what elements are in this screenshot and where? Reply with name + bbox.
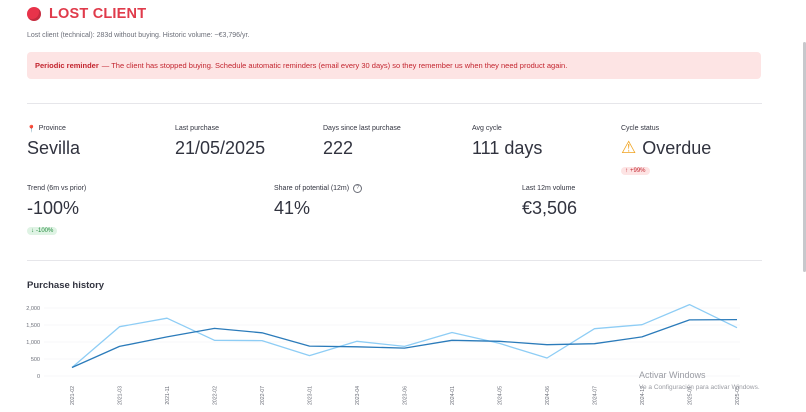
delta-badge: ↓ -100%: [27, 227, 58, 235]
metric-value: Overdue: [642, 138, 712, 158]
metric-cycle-status: Cycle status ⚠ Overdue ↑ +99%: [621, 124, 711, 177]
x-tick-label: 2025-05: [735, 386, 741, 405]
metric-label: Trend (6m vs prior): [27, 185, 87, 192]
x-tick-label: 2024-01: [450, 386, 456, 405]
pin-icon: 📍: [27, 125, 36, 133]
metric-volume: Last 12m volume €3,506: [522, 184, 577, 219]
chart-title: Purchase history: [27, 280, 105, 291]
x-tick-label: 2023-04: [355, 386, 361, 405]
series-line: [71, 318, 738, 369]
metric-label: Avg cycle: [472, 125, 502, 132]
metric-share: Share of potential (12m) ? 41%: [274, 184, 363, 219]
metric-province: 📍 Province Sevilla: [27, 124, 80, 159]
metric-value: 222: [323, 138, 354, 158]
y-tick-label: 500: [31, 357, 40, 363]
x-tick-label: 2025-01: [688, 386, 694, 405]
status-title: LOST CLIENT: [49, 6, 147, 22]
warning-icon: ⚠: [621, 138, 637, 157]
metric-value: Sevilla: [27, 138, 81, 158]
y-tick-label: 1,500: [26, 323, 40, 329]
metric-value: 21/05/2025: [175, 138, 266, 158]
y-tick-label: 0: [37, 374, 40, 380]
reminder-alert: Periodic reminder — The client has stopp…: [27, 52, 761, 79]
metric-label: Last purchase: [175, 125, 219, 132]
x-tick-label: 2021-03: [118, 386, 124, 405]
windows-watermark-text: Ve a Configuración para activar Windows.: [639, 384, 760, 391]
x-tick-label: 2021-02: [70, 386, 76, 405]
metric-trend: Trend (6m vs prior) -100% ↓ -100%: [27, 184, 86, 237]
series-line: [71, 303, 738, 368]
metric-label: Cycle status: [621, 125, 660, 132]
x-tick-label: 2022-07: [260, 386, 266, 405]
y-tick-label: 2,000: [26, 306, 40, 312]
status-header: LOST CLIENT: [27, 6, 146, 22]
metric-value: -100%: [27, 198, 80, 218]
alert-text: — The client has stopped buying. Schedul…: [101, 61, 568, 70]
x-tick-label: 2021-11: [165, 386, 171, 405]
x-tick-label: 2024-07: [593, 386, 599, 405]
x-tick-label: 2024-12: [640, 386, 646, 405]
status-subtitle: Lost client (technical): 283d without bu…: [27, 32, 250, 39]
x-tick-label: 2024-05: [498, 386, 504, 405]
metric-value: 111 days: [472, 138, 543, 158]
red-circle-icon: [27, 7, 41, 21]
scrollbar[interactable]: [803, 42, 806, 272]
x-tick-label: 2024-06: [545, 386, 551, 405]
metric-value: €3,506: [522, 198, 578, 218]
divider: [27, 103, 762, 104]
metric-label: Province: [38, 125, 66, 132]
metric-label: Share of potential (12m): [274, 185, 350, 192]
delta-badge: ↑ +99%: [621, 167, 650, 175]
metric-label: Days since last purchase: [323, 125, 401, 132]
windows-watermark-title: Activar Windows: [639, 370, 706, 380]
metric-label: Last 12m volume: [522, 185, 576, 192]
arrow-down-icon: ↓: [31, 228, 34, 234]
alert-title: Periodic reminder: [35, 61, 99, 70]
x-tick-label: 2022-02: [213, 386, 219, 405]
metric-last-purchase: Last purchase 21/05/2025: [175, 124, 265, 159]
divider: [27, 260, 762, 261]
metric-value: 41%: [274, 198, 311, 218]
y-tick-label: 1,000: [26, 340, 40, 346]
metric-avg-cycle: Avg cycle 111 days: [472, 124, 542, 159]
arrow-up-icon: ↑: [625, 168, 628, 174]
x-tick-label: 2023-01: [308, 386, 314, 405]
help-icon[interactable]: ?: [353, 184, 363, 193]
purchase-history-chart: 0 500 1,000 1,500 2,000 2021-02 2021-03 2021-11…: [26, 303, 741, 405]
metric-days-since: Days since last purchase 222: [323, 124, 401, 159]
x-tick-label: 2023-06: [403, 386, 409, 405]
